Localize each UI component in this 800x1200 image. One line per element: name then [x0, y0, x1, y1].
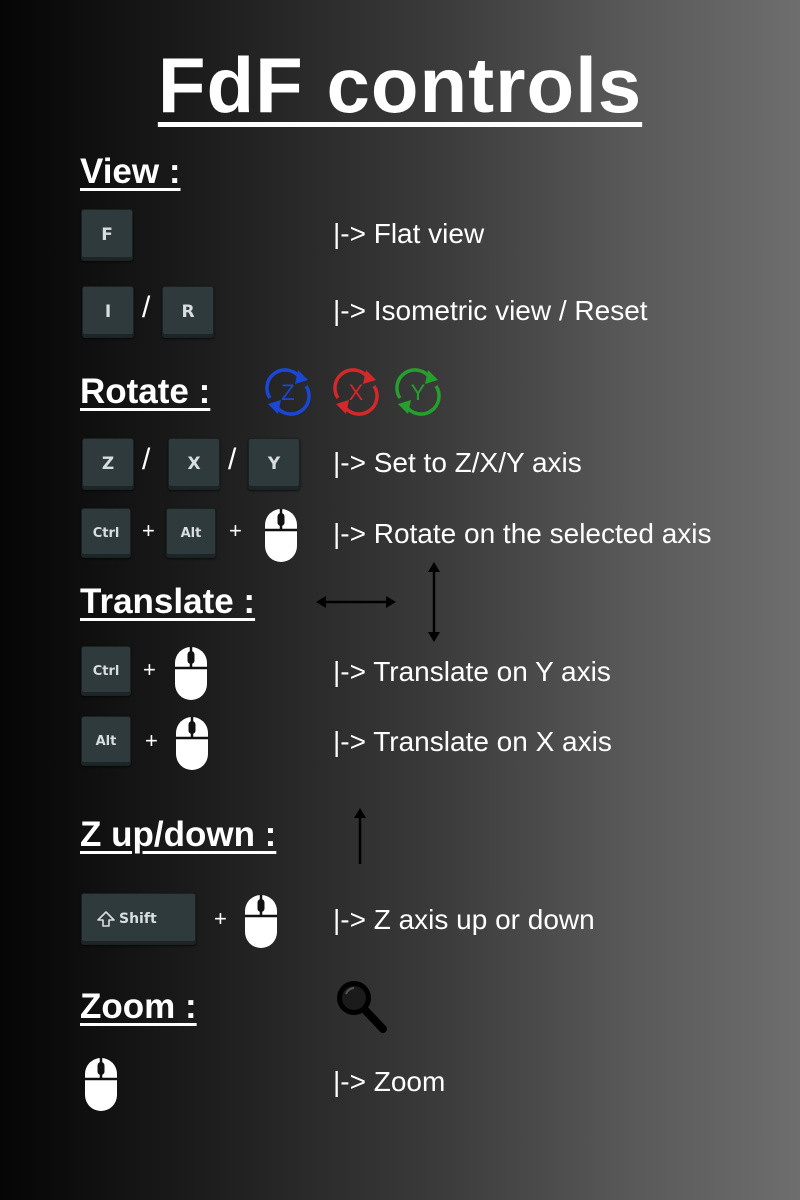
key-alt: Alt [166, 508, 216, 558]
rotate-heading: Rotate : [80, 372, 211, 411]
separator-slash: / [142, 443, 151, 476]
key-ctrl: Ctrl [81, 646, 131, 696]
key-ctrl: Ctrl [81, 508, 131, 558]
key-shift: Shift [81, 893, 196, 945]
key-alt: Alt [81, 716, 131, 766]
translate-y-description: |-> Translate on Y axis [333, 656, 611, 687]
mouse-icon [84, 1057, 118, 1117]
shift-arrow-icon [97, 911, 115, 927]
rotate-y-icon: Y [392, 366, 444, 418]
z-axis-description: |-> Z axis up or down [333, 904, 595, 935]
separator-slash: / [228, 443, 237, 476]
z-up-down-heading: Z up/down : [80, 815, 277, 854]
view-heading: View : [80, 152, 181, 191]
vertical-arrow-icon [424, 562, 444, 647]
plus-sign: + [214, 906, 227, 931]
plus-sign: + [142, 518, 155, 543]
key-shift-label: Shift [119, 911, 157, 927]
rotate-x-icon: X [330, 366, 382, 418]
separator-slash: / [142, 291, 151, 324]
mouse-icon [244, 894, 278, 954]
rotate-z-icon: Z [262, 366, 314, 418]
isometric-view-description: |-> Isometric view / Reset [333, 295, 648, 326]
plus-sign: + [229, 518, 242, 543]
key-f: F [81, 209, 133, 261]
magnifier-icon [334, 978, 388, 1039]
rotate-y-label: Y [411, 380, 426, 405]
page-title: FdF controls [157, 41, 643, 129]
translate-x-description: |-> Translate on X axis [333, 726, 612, 757]
key-x: X [168, 438, 220, 490]
key-r: R [162, 286, 214, 338]
key-i: I [82, 286, 134, 338]
flat-view-description: |-> Flat view [333, 218, 485, 249]
key-z: Z [82, 438, 134, 490]
set-axis-description: |-> Set to Z/X/Y axis [333, 447, 582, 478]
horizontal-arrow-icon [316, 592, 396, 617]
zoom-heading: Zoom : [80, 987, 197, 1026]
rotate-z-label: Z [281, 380, 294, 405]
translate-heading: Translate : [80, 582, 256, 621]
plus-sign: + [143, 657, 156, 682]
plus-sign: + [145, 728, 158, 753]
key-y: Y [248, 438, 300, 490]
mouse-icon [264, 508, 298, 568]
mouse-icon [174, 646, 208, 706]
rotate-x-label: X [349, 380, 364, 405]
up-arrow-icon [352, 808, 368, 871]
zoom-description: |-> Zoom [333, 1066, 446, 1097]
rotate-axis-description: |-> Rotate on the selected axis [333, 518, 712, 549]
mouse-icon [175, 716, 209, 776]
